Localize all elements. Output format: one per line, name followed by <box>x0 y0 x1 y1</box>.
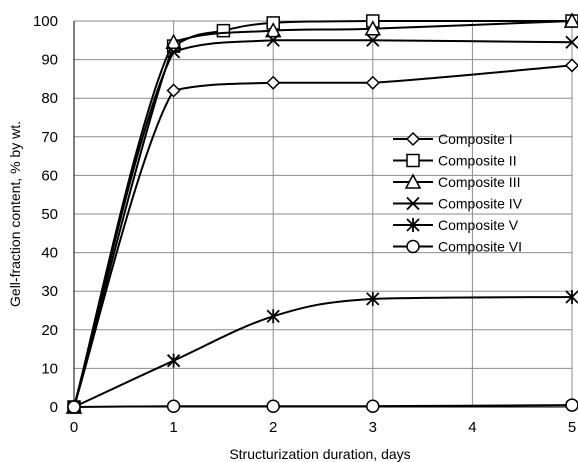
x-tick-label: 0 <box>70 419 78 436</box>
series-line <box>73 295 573 408</box>
data-point <box>216 23 231 38</box>
data-point <box>166 399 181 413</box>
legend-item-3: Composite III <box>393 173 520 190</box>
data-point <box>266 399 280 413</box>
tick-labels: 0 10 20 30 40 50 60 70 80 90 100 0 1 2 3 4 5 <box>33 13 576 436</box>
x-tick-label: 4 <box>468 419 476 436</box>
data-point <box>266 75 281 90</box>
data-point <box>166 353 181 368</box>
legend-swatch-marker <box>406 239 420 254</box>
marker-stroke <box>366 33 380 47</box>
legend-label: Composite IV <box>438 196 523 212</box>
legend-item-4: Composite IV <box>393 196 523 212</box>
series-5 <box>67 289 578 414</box>
marker-stroke <box>266 33 280 47</box>
x-tick-label: 3 <box>369 419 377 436</box>
y-tick-label: 40 <box>41 245 58 262</box>
data-point <box>166 45 181 59</box>
y-tick-label: 60 <box>41 167 58 184</box>
y-tick-label: 90 <box>41 52 58 69</box>
data-point <box>565 35 578 49</box>
data-point <box>266 33 280 47</box>
data-point <box>366 291 380 306</box>
legend: Composite I Composite II Composite III Comp… <box>393 131 523 255</box>
data-point <box>564 58 578 73</box>
legend-label: Composite II <box>438 153 517 169</box>
data-point <box>364 20 382 36</box>
data-point <box>366 33 380 47</box>
series-1 <box>66 58 578 415</box>
series-layer <box>65 12 578 415</box>
legend-label: Composite I <box>438 131 513 147</box>
x-axis-label: Structurization duration, days <box>229 446 410 462</box>
marker-stroke <box>565 35 578 49</box>
legend-label: Composite V <box>438 217 519 233</box>
data-point <box>264 22 282 38</box>
series-line <box>73 19 572 408</box>
legend-swatch-marker <box>405 131 421 147</box>
data-point <box>366 399 380 413</box>
data-point <box>563 12 578 28</box>
series-line <box>73 20 573 408</box>
x-tick-label: 5 <box>568 419 576 436</box>
data-point <box>165 33 182 49</box>
data-point <box>266 309 280 324</box>
legend-swatch-marker <box>406 218 420 232</box>
y-tick-label: 100 <box>33 13 58 30</box>
data-point <box>565 398 578 412</box>
data-point <box>166 83 181 98</box>
legend-item-1: Composite I <box>393 131 513 147</box>
legend-swatch-marker <box>404 173 422 189</box>
y-tick-label: 20 <box>41 322 58 339</box>
series-line <box>73 39 573 408</box>
legend-item-2: Composite II <box>393 153 517 169</box>
y-tick-label: 50 <box>41 206 58 223</box>
data-point <box>67 400 81 414</box>
series-line <box>73 64 573 408</box>
y-tick-label: 80 <box>41 90 58 107</box>
legend-label: Composite VI <box>438 239 522 255</box>
legend-swatch-marker <box>406 153 420 168</box>
marker-stroke <box>166 45 181 59</box>
series-6 <box>67 398 578 414</box>
y-tick-label: 0 <box>50 399 58 416</box>
grid-lines <box>73 20 573 408</box>
y-tick-label: 30 <box>41 283 58 300</box>
x-tick-label: 2 <box>269 419 277 436</box>
legend-item-5: Composite V <box>393 217 519 233</box>
y-tick-label: 70 <box>41 129 58 146</box>
marker-stroke <box>406 196 420 211</box>
legend-swatch-marker <box>406 196 420 211</box>
x-tick-label: 1 <box>169 419 177 436</box>
y-axis-label: Gell-fraction content, % by wt. <box>7 121 23 307</box>
data-point <box>565 289 578 304</box>
legend-item-6: Composite VI <box>393 239 522 255</box>
data-point <box>365 75 380 90</box>
series-line <box>73 404 573 408</box>
y-tick-label: 10 <box>41 360 58 377</box>
legend-label: Composite III <box>438 174 520 190</box>
